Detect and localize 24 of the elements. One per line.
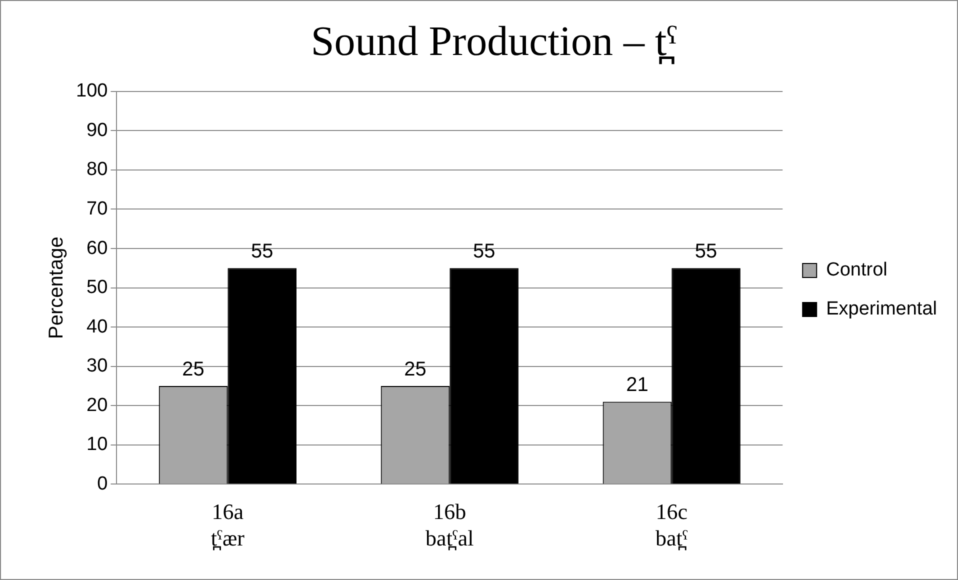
y-tick-label: 20 xyxy=(86,394,108,416)
y-tick-label: 70 xyxy=(86,198,108,220)
y-tick-label: 0 xyxy=(97,473,108,494)
y-tick-label: 40 xyxy=(86,316,108,338)
y-tick-label: 90 xyxy=(86,120,108,141)
legend-label: Control xyxy=(826,260,888,281)
data-label: 25 xyxy=(404,358,426,381)
x-tick-label: 16c bat̪ˤ xyxy=(655,499,688,551)
data-label: 25 xyxy=(182,358,204,381)
y-tick-label: 30 xyxy=(86,356,108,377)
y-tick-label: 50 xyxy=(86,277,108,298)
chart-title: Sound Production – t̪ˤ xyxy=(310,19,678,66)
data-label: 21 xyxy=(626,374,648,396)
y-tick-label: 10 xyxy=(86,434,108,456)
y-tick-label: 100 xyxy=(76,80,108,102)
data-label: 55 xyxy=(472,240,496,263)
y-tick-label: 60 xyxy=(86,238,108,259)
x-tick-label: 16a t̪ˤær xyxy=(210,499,246,551)
y-axis-title: Percentage xyxy=(46,236,68,339)
legend-label: Experimental xyxy=(826,298,938,320)
x-tick-label: 16b bat̪ˤal xyxy=(426,499,474,551)
data-label: 55 xyxy=(694,240,718,263)
data-label: 55 xyxy=(250,240,274,263)
y-tick-label: 80 xyxy=(86,159,108,180)
